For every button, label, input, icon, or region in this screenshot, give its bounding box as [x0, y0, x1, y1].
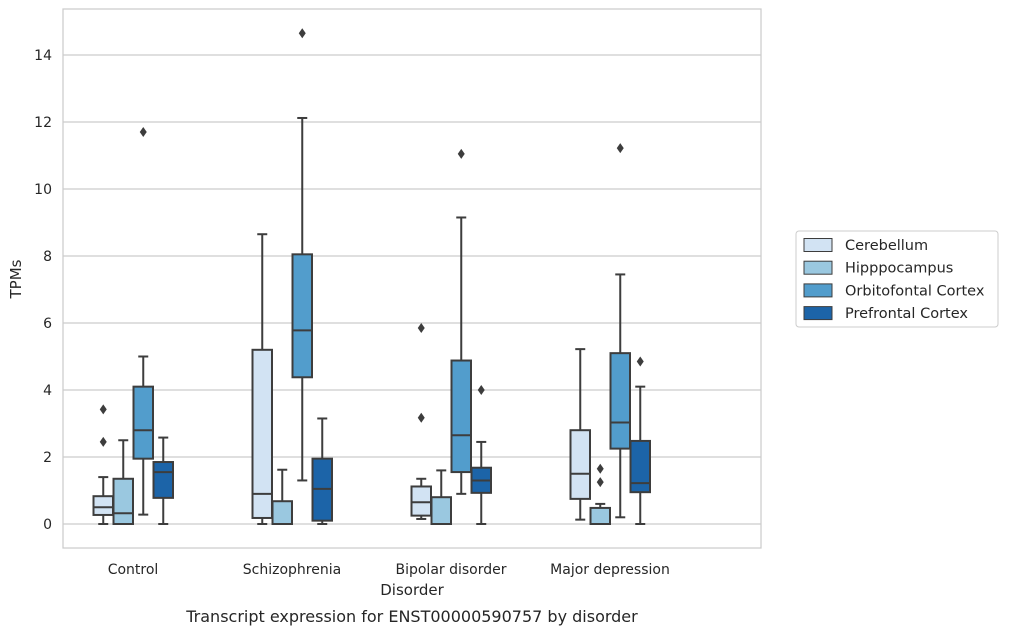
box-3-3 [629, 356, 651, 525]
box-0-0 [92, 404, 114, 525]
x-tick-label: Major depression [550, 562, 670, 578]
box-2-2 [450, 148, 472, 495]
legend-frame [795, 230, 999, 328]
box-3-2 [609, 143, 631, 519]
y-axis-label: TPMs [7, 259, 25, 299]
outlier-point [616, 143, 624, 154]
box-iqr [291, 253, 313, 379]
box-iqr [629, 439, 651, 494]
y-tick-label: 8 [43, 249, 52, 265]
outlier-point [636, 356, 644, 367]
legend-label: Hipppocampus [845, 261, 953, 277]
box-iqr [271, 500, 293, 526]
box-2-3 [470, 385, 492, 525]
legend-label: Orbitofontal Cortex [845, 283, 985, 299]
box-iqr [589, 506, 611, 526]
box-iqr [112, 477, 134, 525]
y-gridlines [63, 54, 761, 525]
box-0-1 [112, 439, 134, 525]
box-1-1 [271, 468, 293, 526]
legend-swatch [803, 238, 833, 252]
x-axis-label: Disorder [380, 581, 444, 599]
outlier-point [99, 404, 107, 415]
y-tick-label: 14 [34, 48, 52, 64]
box-1-0 [251, 233, 273, 525]
box-iqr [152, 461, 174, 499]
outlier-point [596, 463, 604, 474]
box-iqr [450, 359, 472, 474]
x-tick-label: Bipolar disorder [395, 562, 506, 578]
box-0-3 [152, 436, 174, 525]
y-tick-label: 6 [43, 316, 52, 332]
y-tick-label: 4 [43, 383, 52, 399]
outlier-point [99, 436, 107, 447]
y-tick-label: 10 [34, 182, 52, 198]
y-tick-label: 2 [43, 450, 52, 466]
box-2-0 [410, 323, 432, 520]
box-1-2 [291, 28, 313, 482]
box-iqr [569, 429, 591, 500]
outlier-point [457, 148, 465, 159]
legend-label: Prefrontal Cortex [845, 306, 968, 322]
outlier-point [417, 412, 425, 423]
box-2-1 [430, 469, 452, 526]
box-iqr [92, 495, 114, 516]
x-tick-label: Schizophrenia [243, 562, 341, 578]
box-iqr [132, 385, 154, 460]
legend-swatch [803, 283, 833, 298]
y-tick-label: 0 [43, 517, 52, 533]
box-groups [92, 28, 651, 526]
x-tick-label: Control [108, 562, 159, 578]
x-tick-labels: Control Schizophrenia Bipolar disorder Majo… [108, 562, 670, 578]
y-tick-label: 12 [34, 115, 52, 131]
outlier-point [417, 323, 425, 334]
legend-swatch [803, 306, 833, 321]
chart-caption: Transcript expression for ENST0000059075… [185, 607, 638, 626]
legend: Cerebellum Hipppocampus Orbitofontal Corte… [795, 230, 999, 328]
y-tick-labels: 0 2 4 6 8 10 12 14 [34, 48, 52, 533]
outlier-point [477, 385, 485, 395]
plot-frame [62, 8, 762, 549]
outlier-point [298, 28, 306, 39]
legend-label: Cerebellum [845, 238, 928, 254]
box-iqr [410, 485, 432, 517]
box-iqr [609, 352, 631, 450]
box-0-2 [132, 127, 154, 516]
outlier-point [596, 477, 604, 488]
box-1-3 [311, 417, 333, 525]
box-iqr [251, 348, 273, 519]
outlier-point [139, 127, 147, 138]
box-3-0 [569, 348, 591, 521]
legend-swatch [803, 260, 833, 275]
box-3-1 [589, 463, 611, 526]
box-iqr [430, 496, 452, 526]
